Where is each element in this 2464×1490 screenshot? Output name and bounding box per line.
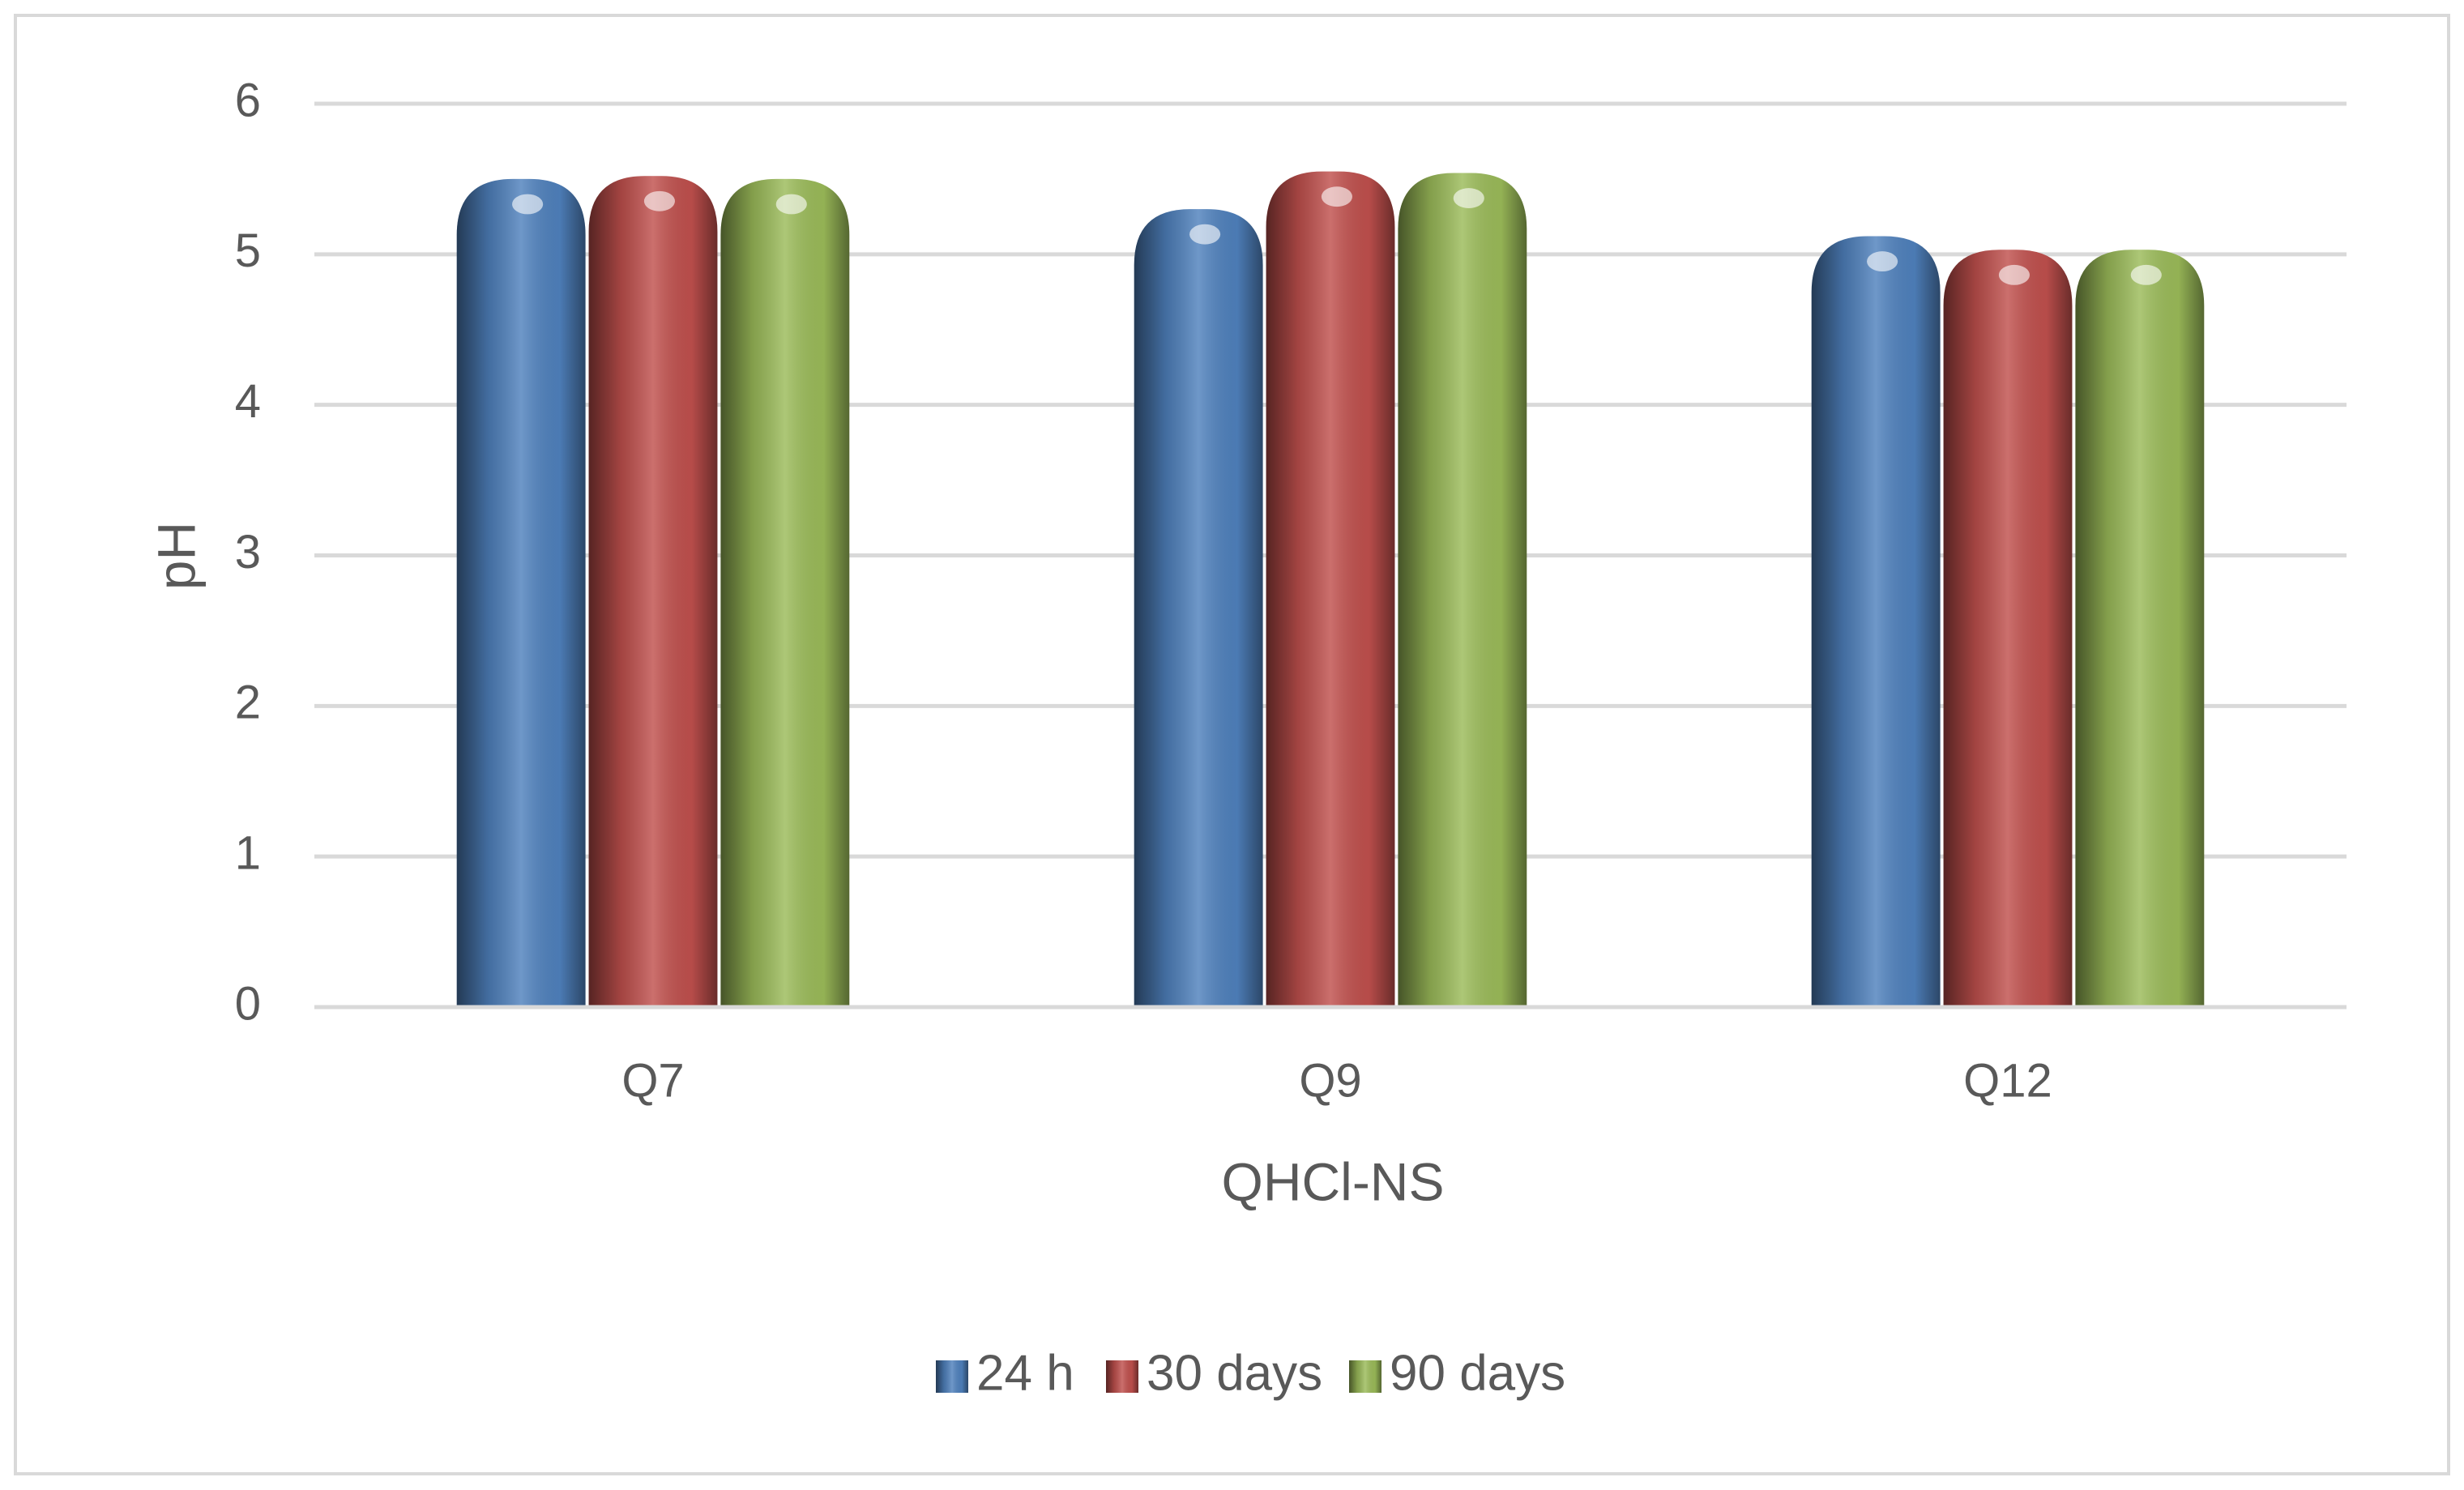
y-tick-label: 0 [235, 977, 261, 1030]
bar-shade [1266, 171, 1395, 1007]
bar-shade [456, 178, 586, 1007]
bar-highlight [643, 190, 676, 211]
bar-shade [1943, 250, 2073, 1008]
bar-highlight [1321, 186, 1353, 207]
legend-label: 24 h [976, 1345, 1074, 1401]
x-tick-label: Q12 [1963, 1054, 2052, 1107]
y-tick-label: 6 [235, 74, 261, 126]
y-axis-title: pH [146, 522, 206, 590]
legend-swatch-shade [1106, 1360, 1138, 1393]
bar-highlight [2130, 264, 2162, 285]
y-tick-label: 4 [235, 375, 261, 428]
bar-shade [1811, 236, 1941, 1007]
x-tick-label: Q7 [621, 1054, 684, 1107]
x-tick-label: Q9 [1299, 1054, 1361, 1107]
bar-highlight [512, 194, 544, 215]
legend-label: 30 days [1147, 1345, 1322, 1401]
legend-swatch-shade [1349, 1360, 1381, 1393]
y-tick-label: 1 [235, 826, 261, 879]
bar-highlight [775, 194, 807, 215]
x-axis-title: QHCl-NS [1222, 1151, 1445, 1211]
bar-shade [1134, 209, 1263, 1007]
bar-highlight [1453, 188, 1484, 208]
y-tick-label: 3 [235, 526, 261, 578]
bar-shade [588, 176, 718, 1008]
bar-shade [1398, 173, 1527, 1007]
bar-highlight [1867, 251, 1898, 272]
y-tick-label: 2 [235, 677, 261, 729]
bar-highlight [1998, 264, 2031, 285]
bar-highlight [1189, 224, 1221, 245]
bar-shade [720, 178, 850, 1007]
legend-label: 90 days [1390, 1345, 1565, 1401]
y-tick-label: 5 [235, 224, 261, 277]
bar-shade [2075, 250, 2205, 1008]
legend-swatch-shade [936, 1360, 968, 1393]
